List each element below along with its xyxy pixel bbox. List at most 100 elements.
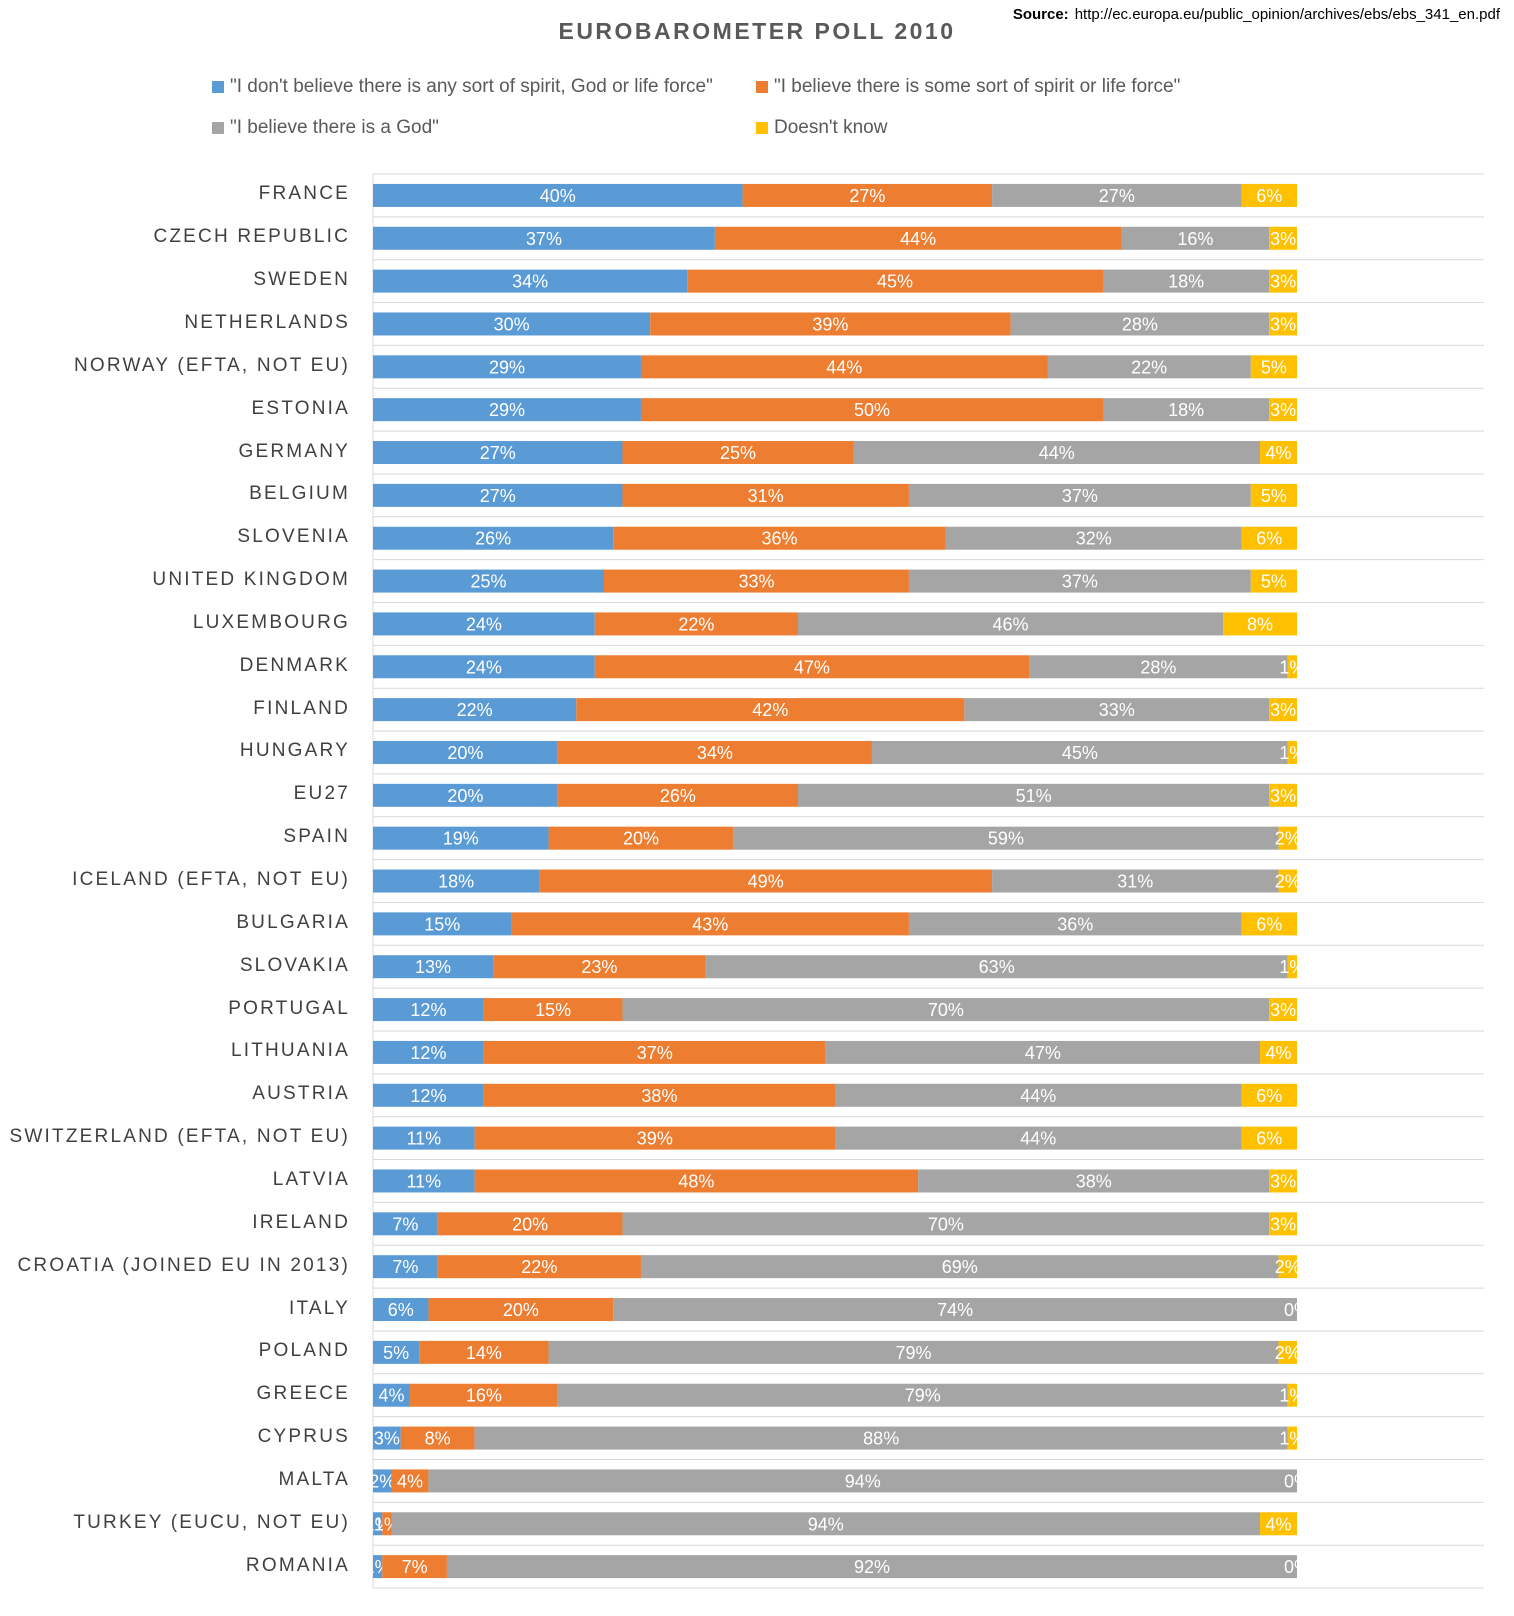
- data-label: 8%: [425, 1429, 451, 1449]
- category-label: PORTUGAL: [228, 997, 350, 1019]
- legend-swatch: [212, 81, 224, 93]
- bar-segment: [373, 1512, 383, 1536]
- data-label: 44%: [900, 229, 936, 249]
- bar-segment: [1287, 1426, 1297, 1450]
- data-label: 45%: [877, 272, 913, 292]
- bar-segment: [373, 526, 614, 550]
- data-label: 28%: [1140, 657, 1176, 677]
- data-label: 11%: [406, 1129, 441, 1149]
- bar-segment: [733, 826, 1279, 850]
- data-label: 6%: [388, 1300, 414, 1320]
- category-label: SLOVENIA: [237, 526, 350, 548]
- category-label: SPAIN: [283, 826, 350, 848]
- bar-segment: [437, 1212, 623, 1236]
- bar-segment: [428, 1298, 614, 1322]
- data-label: 20%: [447, 786, 483, 806]
- data-label: 30%: [494, 314, 530, 334]
- category-label: ICELAND (EFTA, NOT EU): [72, 869, 350, 891]
- legend-label: "I don't believe there is any sort of sp…: [230, 76, 713, 97]
- bar-segment: [373, 912, 512, 936]
- data-label: 37%: [1062, 572, 1098, 592]
- data-label: 31%: [748, 486, 784, 506]
- category-label: NETHERLANDS: [184, 311, 350, 333]
- data-label: 16%: [466, 1386, 502, 1406]
- data-label: 28%: [1122, 314, 1158, 334]
- category-label: SWEDEN: [253, 269, 350, 291]
- data-label: 11%: [406, 1171, 441, 1191]
- bar-segment: [1010, 312, 1270, 336]
- data-label: 6%: [1256, 529, 1282, 549]
- bar-segment: [373, 740, 558, 764]
- data-label: 6%: [1256, 1129, 1282, 1149]
- bar-segment: [1241, 1083, 1297, 1107]
- bar-segment: [557, 1383, 1288, 1407]
- data-label: 15%: [424, 914, 460, 934]
- bar-segment: [604, 569, 909, 593]
- data-label: 5%: [1261, 486, 1287, 506]
- data-label: 4%: [1266, 443, 1292, 463]
- data-label: 1%: [1279, 957, 1305, 977]
- data-label: 38%: [641, 1086, 677, 1106]
- category-label: NORWAY (EFTA, NOT EU): [74, 354, 350, 376]
- bar-segment: [908, 483, 1251, 507]
- category-label: BULGARIA: [236, 911, 350, 933]
- category-label: EU27: [293, 783, 350, 805]
- bar-segment: [1269, 698, 1297, 722]
- data-label: 79%: [905, 1386, 941, 1406]
- bar-segment: [1260, 441, 1297, 465]
- bar-segment: [474, 1169, 919, 1193]
- data-label: 3%: [1270, 1214, 1296, 1234]
- bar-segment: [613, 526, 946, 550]
- category-label: POLAND: [258, 1340, 350, 1362]
- category-label: CZECH REPUBLIC: [153, 226, 350, 248]
- bar-segment: [853, 441, 1261, 465]
- category-label: HUNGARY: [239, 740, 350, 762]
- bar-segment: [511, 912, 909, 936]
- data-label: 26%: [475, 529, 511, 549]
- data-label: 12%: [410, 1000, 446, 1020]
- bar-segment: [1287, 955, 1297, 979]
- data-label: 33%: [738, 572, 774, 592]
- bar-segment: [640, 398, 1103, 422]
- category-label: MALTA: [278, 1468, 350, 1490]
- bar-segment: [640, 355, 1048, 379]
- bar-segment: [1102, 398, 1270, 422]
- data-label: 22%: [457, 700, 493, 720]
- bar-segment: [483, 1083, 835, 1107]
- data-label: 12%: [410, 1086, 446, 1106]
- data-label: 46%: [993, 614, 1029, 634]
- bar-segment: [373, 1298, 429, 1322]
- data-label: 74%: [937, 1300, 973, 1320]
- source-url[interactable]: http://ec.europa.eu/public_opinion/archi…: [1074, 6, 1500, 23]
- category-label: ESTONIA: [251, 397, 350, 419]
- bar-segment: [1269, 1212, 1297, 1236]
- bar-segment: [373, 398, 641, 422]
- data-label: 2%: [1275, 872, 1301, 892]
- bar-segment: [373, 1555, 383, 1579]
- bar-segment: [373, 698, 577, 722]
- data-label: 51%: [1016, 786, 1052, 806]
- bar-segment: [798, 783, 1270, 807]
- bar-segment: [1029, 655, 1288, 679]
- data-label: 18%: [438, 872, 474, 892]
- data-label: 5%: [1261, 572, 1287, 592]
- data-label: 44%: [826, 357, 862, 377]
- data-label: 18%: [1168, 272, 1204, 292]
- bar-segment: [382, 1555, 447, 1579]
- bar-segment: [1287, 1383, 1297, 1407]
- data-label: 3%: [1270, 700, 1296, 720]
- bar-segment: [373, 655, 595, 679]
- category-label: SLOVAKIA: [239, 954, 350, 976]
- bar-segment: [613, 1298, 1297, 1322]
- data-label: 92%: [854, 1557, 890, 1577]
- bar-segment: [1269, 226, 1297, 250]
- bar-segment: [1278, 826, 1297, 850]
- data-label: 47%: [794, 657, 830, 677]
- bar-segment: [1269, 783, 1297, 807]
- data-label: 20%: [447, 743, 483, 763]
- data-label: 2%: [1275, 829, 1301, 849]
- data-label: 6%: [1256, 914, 1282, 934]
- bar-segment: [373, 312, 651, 336]
- bar-segment: [373, 1083, 484, 1107]
